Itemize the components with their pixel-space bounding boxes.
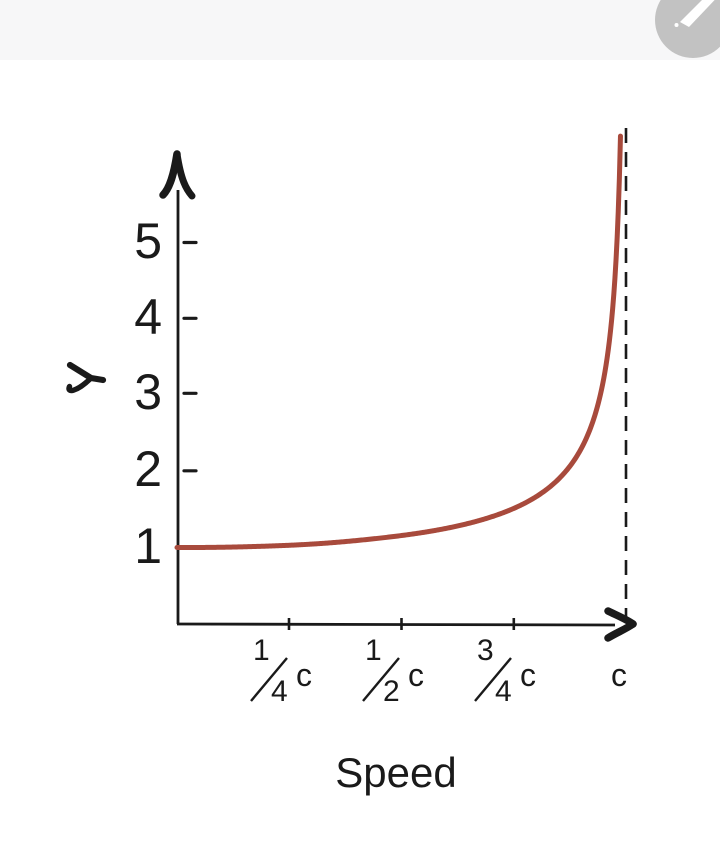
svg-text:4: 4 [134,289,162,345]
svg-text:1: 1 [253,634,270,667]
svg-text:c: c [296,657,312,693]
svg-text:4: 4 [271,675,288,708]
svg-text:5: 5 [134,213,162,269]
svg-text:3: 3 [477,634,494,667]
svg-text:c: c [520,657,536,693]
svg-text:Speed: Speed [335,749,456,796]
svg-text:c: c [408,657,424,693]
svg-text:1: 1 [134,518,162,574]
svg-text:3: 3 [134,364,162,420]
svg-text:1: 1 [365,634,382,667]
svg-text:2: 2 [383,675,400,708]
svg-text:2: 2 [134,441,162,497]
svg-text:4: 4 [495,675,512,708]
svg-text:c: c [611,657,627,693]
